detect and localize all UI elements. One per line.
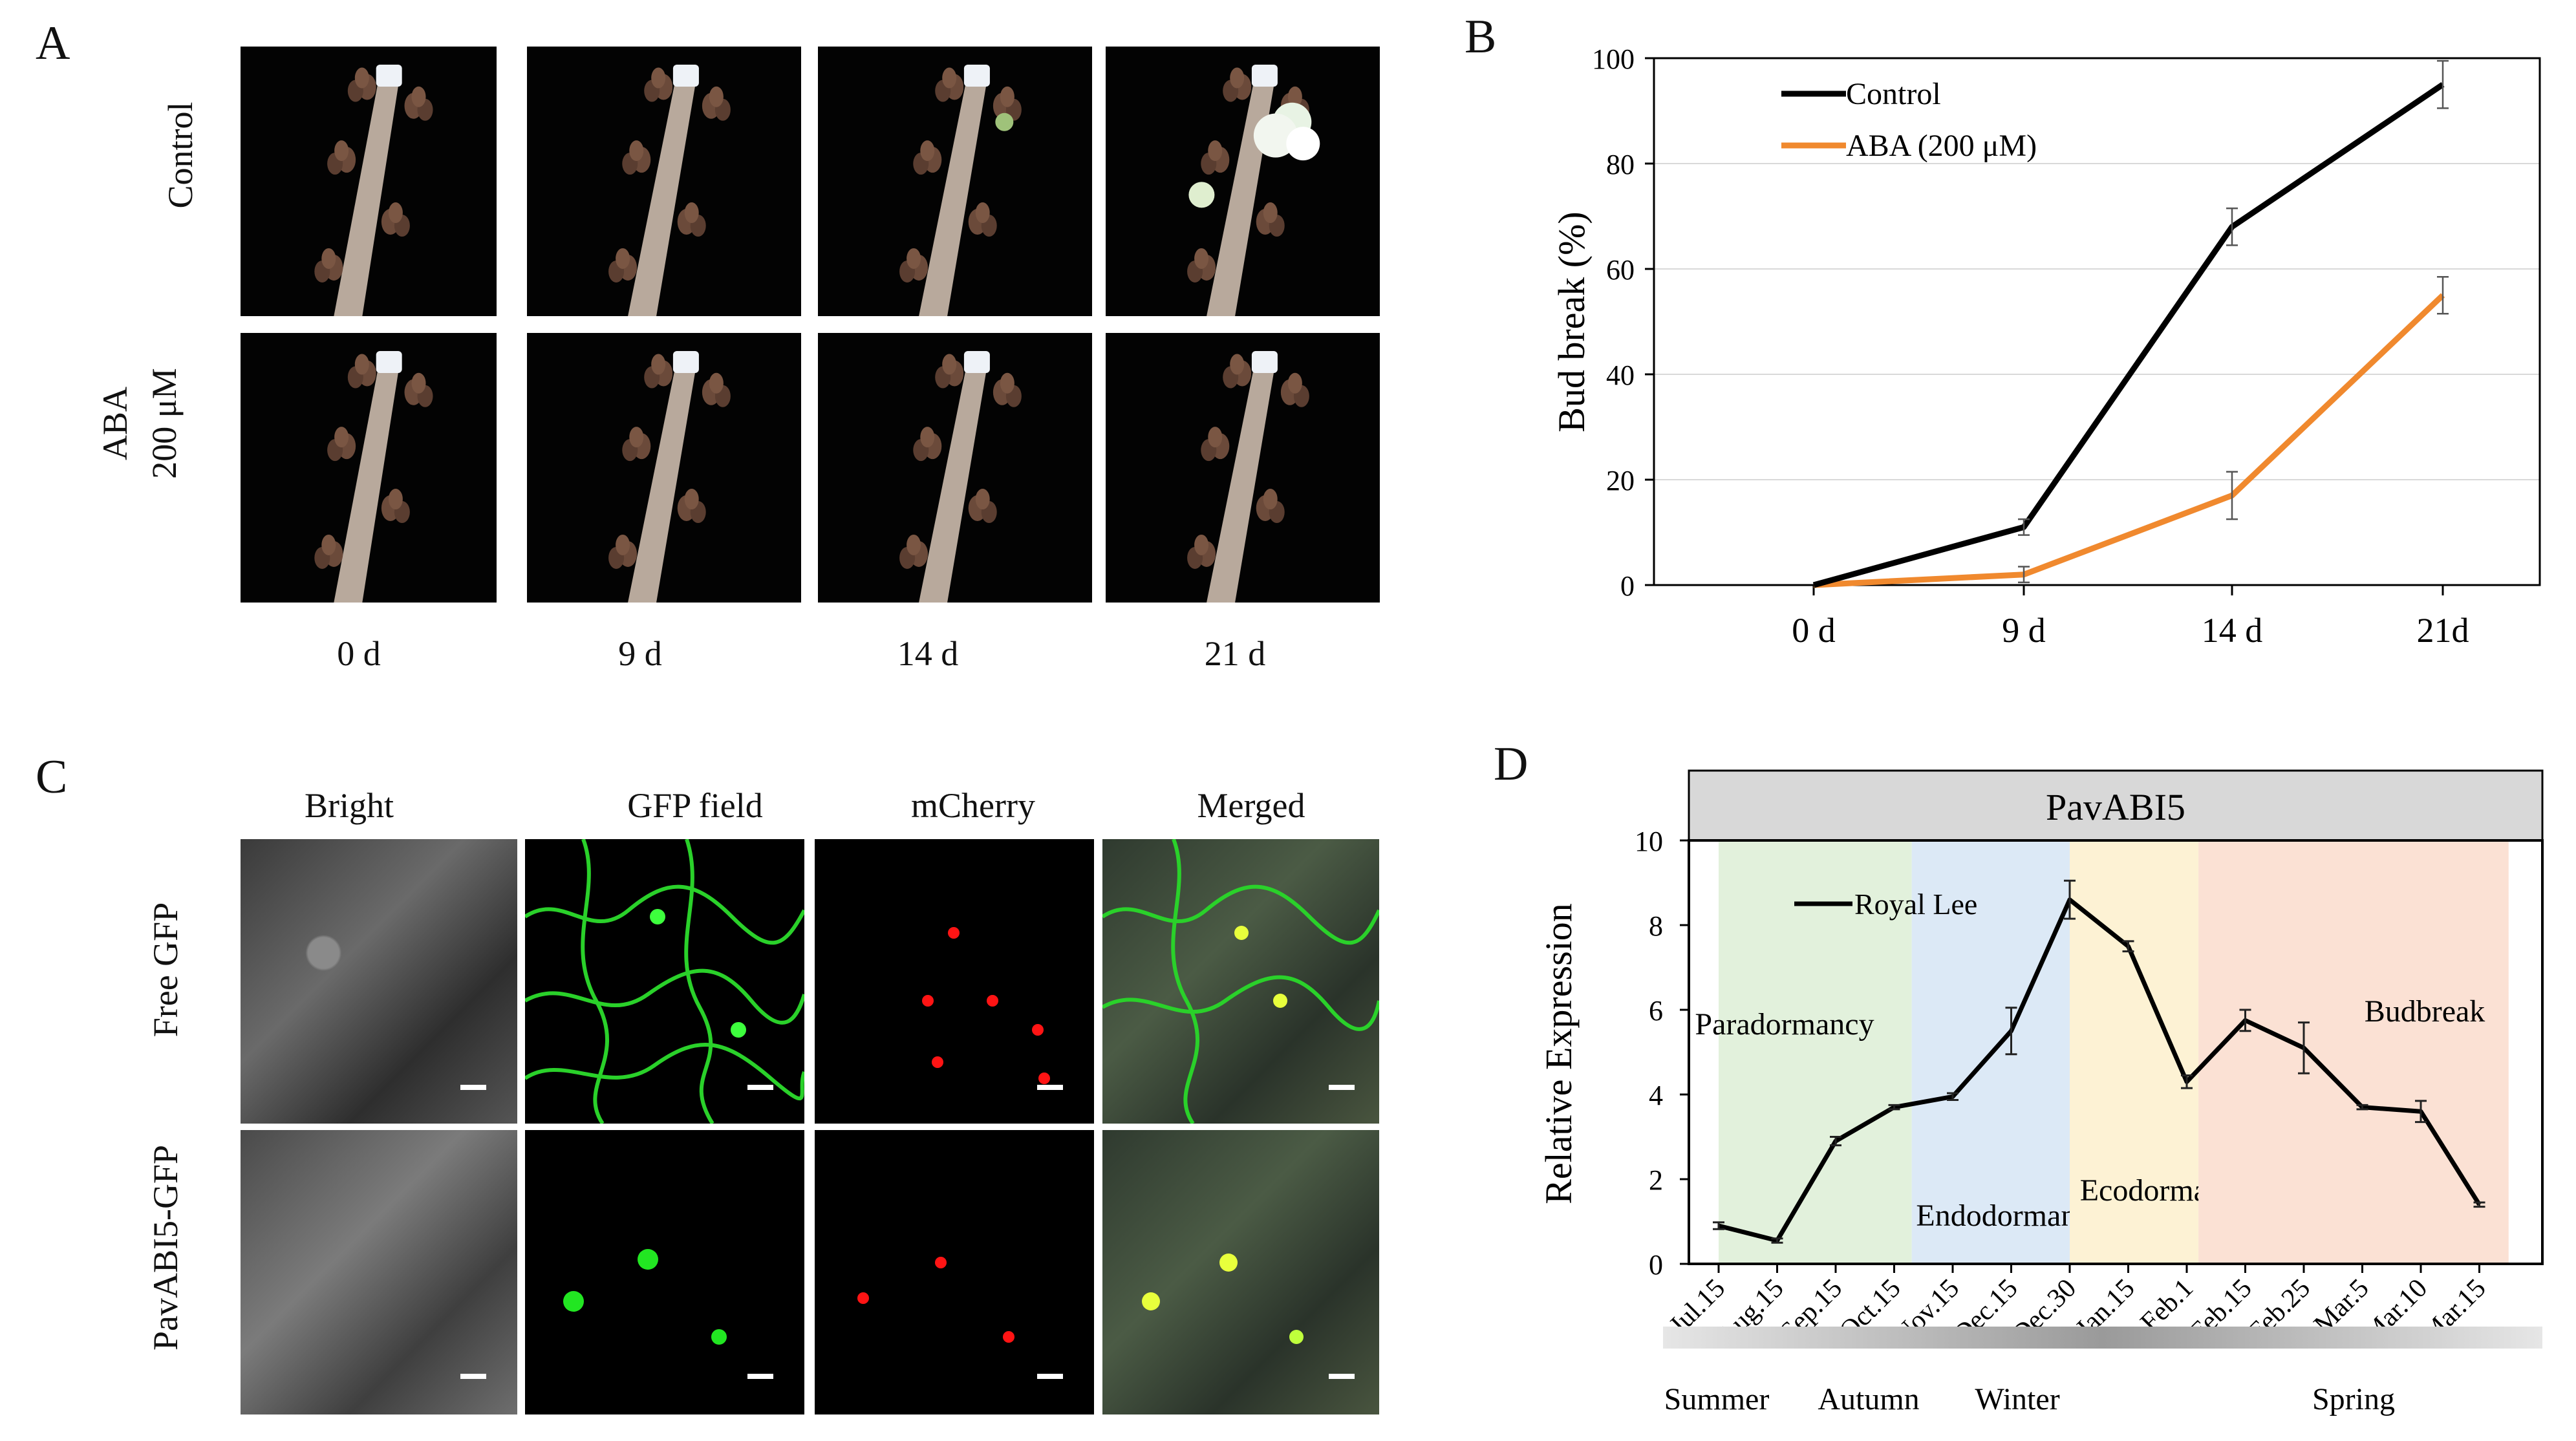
- phase-band: [2198, 840, 2509, 1264]
- c-row-free-gfp: Free GFP: [146, 902, 185, 1038]
- c-col-bright: Bright: [304, 786, 394, 825]
- gfp-cell-outlines: [525, 839, 804, 1124]
- season-label: Winter: [1975, 1382, 2059, 1416]
- y-tick-label: 10: [1635, 826, 1663, 857]
- twig-photo: [1106, 333, 1380, 603]
- panel-label-a: A: [36, 17, 70, 70]
- panel-label-c: C: [36, 751, 68, 804]
- micrograph: [525, 839, 804, 1124]
- scale-bar: [747, 1085, 773, 1090]
- scale-bar: [1329, 1374, 1355, 1379]
- micrograph: [525, 1130, 804, 1414]
- season-gradient-bar: [1663, 1327, 2542, 1349]
- panel-d-header: [1688, 769, 2544, 842]
- twig-illustration: [1187, 351, 1309, 603]
- y-tick-label: 2: [1649, 1164, 1663, 1196]
- y-tick-label: 80: [1606, 149, 1635, 180]
- y-axis-label: Bud break (%): [1551, 211, 1593, 432]
- y-tick-label: 40: [1606, 359, 1635, 391]
- panel-label-b: B: [1465, 10, 1497, 63]
- x-tick-label: 0 d: [1792, 611, 1836, 650]
- merged-overlay: [1142, 1254, 1304, 1344]
- mcherry-nuclei: [922, 927, 1050, 1084]
- row-label-aba-line2: 200 μM: [145, 368, 184, 479]
- series-line: [1812, 82, 2445, 588]
- x-tick-label: 21d: [2417, 611, 2469, 650]
- row-label-control: Control: [160, 61, 200, 249]
- series-line: [1813, 293, 2445, 588]
- col-label-9d: 9 d: [618, 634, 662, 673]
- micrograph: [1102, 839, 1379, 1124]
- y-tick-label: 4: [1649, 1080, 1663, 1111]
- micrograph: [241, 839, 517, 1124]
- phase-band: [1719, 840, 1912, 1264]
- phase-label: Paradormancy: [1695, 1007, 1874, 1041]
- twig-photo: [1106, 47, 1380, 316]
- twig-photo: [818, 47, 1092, 316]
- twig-photo: [527, 333, 801, 603]
- twig-photo: [241, 333, 497, 603]
- twig-illustration: [314, 65, 433, 316]
- x-tick-label: 9 d: [2002, 611, 2046, 650]
- twig-illustration: [899, 65, 1022, 316]
- x-tick-label: 14 d: [2202, 611, 2263, 650]
- scale-bar: [1037, 1085, 1063, 1090]
- twig-photo: [241, 47, 497, 316]
- legend-label: Control: [1846, 77, 1941, 111]
- twig-illustration: [608, 351, 731, 603]
- twig-illustration: [1187, 65, 1320, 316]
- scale-bar: [460, 1085, 486, 1090]
- micrograph: [815, 839, 1094, 1124]
- col-label-21d: 21 d: [1204, 634, 1266, 673]
- y-tick-label: 20: [1606, 465, 1635, 496]
- season-label: Autumn: [1818, 1382, 1919, 1416]
- scale-bar: [460, 1374, 486, 1379]
- c-col-gfp: GFP field: [627, 786, 763, 825]
- season-label: Summer: [1664, 1382, 1770, 1416]
- season-label: Spring: [2312, 1382, 2395, 1416]
- d-y-axis-label: Relative Expression: [1538, 903, 1580, 1204]
- row-label-control-text: Control: [161, 101, 200, 209]
- y-tick-label: 6: [1649, 995, 1663, 1027]
- merged-overlay: [1102, 839, 1379, 1124]
- bud-break-chart: 0 20 40 60 80 100 0 d 9 d 14 d 21d Bud break (%)…: [1551, 43, 2541, 650]
- row-label-aba-line1: ABA: [96, 387, 134, 461]
- y-tick-label: 0: [1649, 1249, 1663, 1281]
- plot-frame: [1653, 57, 2541, 586]
- expression-chart: ParadormancyEndodormancyEcodormancyBudbr…: [1538, 769, 2544, 1416]
- panel-label-d: D: [1494, 738, 1529, 791]
- twig-illustration: [314, 351, 433, 603]
- c-row-pavabi5-gfp: PavABI5-GFP: [146, 1144, 185, 1351]
- series-line: [1718, 897, 2482, 1243]
- legend-label: Royal Lee: [1854, 888, 1977, 921]
- phase-label: Budbreak: [2365, 994, 2485, 1029]
- gfp-nuclei: [563, 1249, 727, 1345]
- twig-photo: [527, 47, 801, 316]
- micrograph: [1102, 1130, 1379, 1414]
- col-label-0d: 0 d: [337, 634, 381, 673]
- scale-bar: [1329, 1085, 1355, 1090]
- y-tick-label: 8: [1649, 910, 1663, 942]
- y-tick-label: 0: [1620, 570, 1635, 602]
- twig-photo: [818, 333, 1092, 603]
- phase-band: [2070, 840, 2199, 1264]
- c-col-merged: Merged: [1197, 786, 1305, 825]
- scale-bar: [747, 1374, 773, 1379]
- col-label-14d: 14 d: [897, 634, 959, 673]
- twig-illustration: [608, 65, 731, 316]
- d-plot-frame: [1688, 839, 2544, 1265]
- micrograph: [241, 1130, 517, 1414]
- panel-d-header-title: PavABI5: [2046, 786, 2185, 828]
- c-col-mcherry: mCherry: [911, 786, 1035, 825]
- scale-bar: [1037, 1374, 1063, 1379]
- row-label-aba: ABA 200 μM: [91, 330, 189, 517]
- y-tick-label: 60: [1606, 254, 1635, 286]
- legend-label: ABA (200 μM): [1846, 129, 2037, 163]
- mcherry-nuclei: [857, 1257, 1014, 1343]
- micrograph: [815, 1130, 1094, 1414]
- twig-illustration: [899, 351, 1022, 603]
- y-tick-label: 100: [1592, 43, 1635, 75]
